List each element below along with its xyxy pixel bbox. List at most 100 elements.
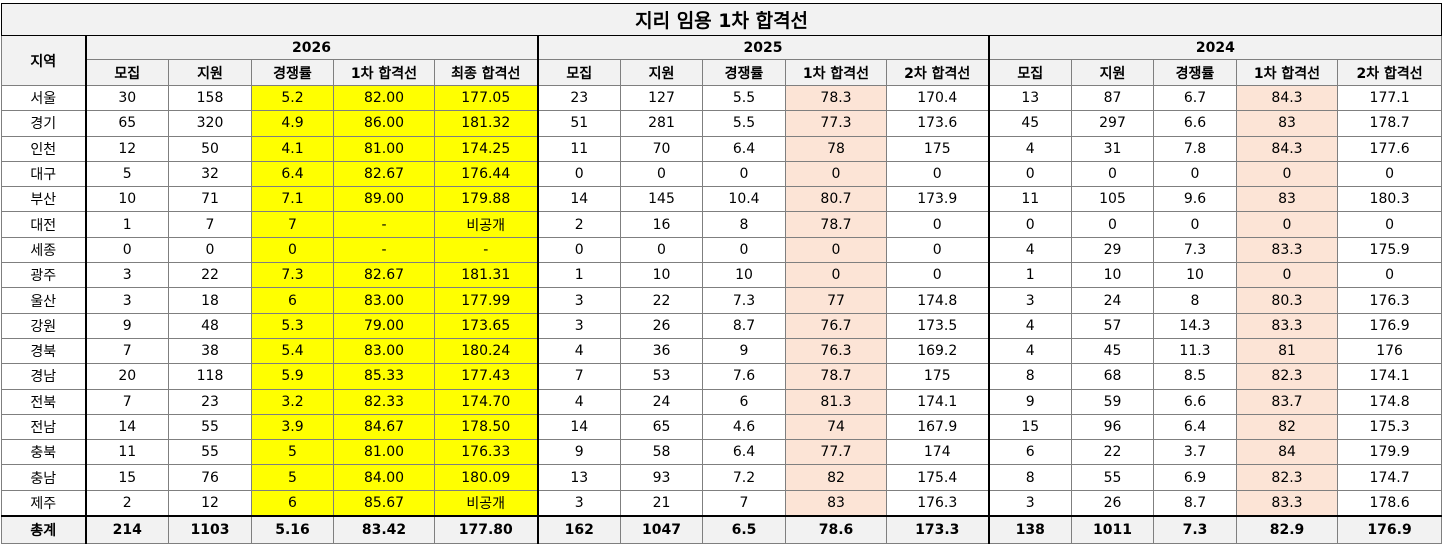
value-cell: 297 <box>1071 110 1154 137</box>
value-cell: 76.7 <box>785 312 887 339</box>
value-cell: 31 <box>1071 135 1154 162</box>
value-cell: 6 <box>251 287 334 314</box>
value-cell: 177.80 <box>434 515 538 545</box>
value-cell: 83.7 <box>1236 388 1338 415</box>
value-cell: 10 <box>1071 262 1154 289</box>
value-cell: 6.9 <box>1153 464 1237 491</box>
data-row: 충북 11 55 5 81.00 176.33 9 58 6.4 77.7 174 6 22 3.7 84 1… <box>1 439 1443 466</box>
value-cell: 3 <box>536 312 621 339</box>
value-cell: 22 <box>620 287 703 314</box>
value-cell: 비공개 <box>434 211 538 238</box>
value-cell: 8 <box>987 363 1072 390</box>
value-cell: 77 <box>785 287 887 314</box>
region-cell: 광주 <box>1 262 86 289</box>
value-cell: 3 <box>84 262 169 289</box>
value-cell: 177.1 <box>1336 84 1443 112</box>
value-cell: 55 <box>168 413 252 441</box>
value-cell: 173.65 <box>434 312 538 339</box>
value-cell: 6 <box>702 388 786 415</box>
value-cell: 3.7 <box>1153 439 1237 466</box>
value-cell: 3 <box>987 489 1072 517</box>
value-cell: 1 <box>987 262 1072 289</box>
region-cell: 제주 <box>1 489 86 517</box>
value-cell: 71 <box>168 186 252 213</box>
value-cell: 177.6 <box>1336 135 1443 162</box>
value-cell: 174.8 <box>1336 388 1443 415</box>
value-cell: 127 <box>620 84 703 112</box>
value-cell: 180.09 <box>434 464 538 491</box>
value-cell: 173.6 <box>886 110 989 137</box>
value-cell: 7.3 <box>1153 236 1237 264</box>
value-cell: 169.2 <box>886 337 989 365</box>
value-cell: 18 <box>168 287 252 314</box>
value-cell: 83 <box>785 489 887 517</box>
value-cell: 0 <box>886 211 989 238</box>
value-cell: 3.9 <box>251 413 334 441</box>
value-cell: 45 <box>987 110 1072 137</box>
value-cell: 9.6 <box>1153 186 1237 213</box>
value-cell: 78.3 <box>785 84 887 112</box>
value-cell: 5 <box>251 464 334 491</box>
column-header: 2차 합격선 <box>886 59 989 86</box>
value-cell: 80.3 <box>1236 287 1338 314</box>
header-row: 모집 지원 경쟁률 1차 합격선 최종 합격선 모집 지원 경쟁률 1차 합격선 2차 합격선 모집… <box>2 59 1443 86</box>
value-cell: 20 <box>84 363 169 390</box>
value-cell: 83.00 <box>333 337 435 365</box>
value-cell: 178.7 <box>1336 110 1443 137</box>
column-header: 지원 <box>620 59 703 86</box>
value-cell: 15 <box>84 464 169 491</box>
column-header: 지원 <box>1071 59 1154 86</box>
value-cell: 7.1 <box>251 186 334 213</box>
value-cell: 11 <box>84 439 169 466</box>
value-cell: 177.99 <box>434 287 538 314</box>
region-cell: 충남 <box>1 464 86 491</box>
region-cell: 충북 <box>1 439 86 466</box>
data-row: 대전 1 7 7- 비공개 2 16 8 78.7 0 0 0 0 0 0 <box>1 211 1443 238</box>
value-cell: 81 <box>1236 337 1338 365</box>
value-cell: 175.9 <box>1336 236 1443 264</box>
value-cell: 1 <box>84 211 169 238</box>
value-cell: 0 <box>702 160 786 188</box>
value-cell: 85.67 <box>333 489 435 517</box>
value-cell: 57 <box>1071 312 1154 339</box>
value-cell: 77.3 <box>785 110 887 137</box>
value-cell: 7 <box>168 211 252 238</box>
value-cell: 비공개 <box>434 489 538 517</box>
value-cell: 0 <box>987 160 1072 188</box>
column-header: 모집 <box>84 59 169 86</box>
value-cell: 0 <box>1336 262 1443 289</box>
value-cell: 7.2 <box>702 464 786 491</box>
value-cell: 24 <box>620 388 703 415</box>
value-cell: 93 <box>620 464 703 491</box>
value-cell: 7.3 <box>702 287 786 314</box>
value-cell: 9 <box>536 439 621 466</box>
value-cell: 6.5 <box>702 515 786 545</box>
data-row: 서울 30 158 5.2 82.00 177.05 23 127 5.5 78.3 170.4 13… <box>1 84 1443 112</box>
region-cell: 경기 <box>1 110 86 137</box>
value-cell: 9 <box>702 337 786 365</box>
value-cell: 0 <box>620 236 703 264</box>
value-cell: 0 <box>702 236 786 264</box>
column-header: 1차 합격선 <box>333 59 435 86</box>
value-cell: 58 <box>620 439 703 466</box>
value-cell: 83.42 <box>333 515 435 545</box>
value-cell: 21 <box>620 489 703 517</box>
value-cell: 15 <box>987 413 1072 441</box>
value-cell: 178.6 <box>1336 489 1443 517</box>
value-cell: 6 <box>987 439 1072 466</box>
value-cell: 10 <box>702 262 786 289</box>
value-cell: 5.16 <box>251 515 334 545</box>
column-header: 경쟁률 <box>1153 59 1237 86</box>
table-body: 서울 30 158 5.2 82.00 177.05 23 127 5.5 78.3 170.4 13… <box>1 84 1443 545</box>
value-cell: 14 <box>536 413 621 441</box>
value-cell: - <box>434 236 538 264</box>
value-cell: 4 <box>987 135 1072 162</box>
value-cell: 29 <box>1071 236 1154 264</box>
region-cell: 강원 <box>1 312 86 339</box>
value-cell: 0 <box>1336 211 1443 238</box>
data-row: 광주 3 22 7.3 82.67 181.31 1 10 10 0 0 1 10 10 0 0 <box>1 262 1443 289</box>
value-cell: 53 <box>620 363 703 390</box>
value-cell: 83 <box>1236 186 1338 213</box>
value-cell: 176.9 <box>1336 515 1443 545</box>
value-cell: 78.7 <box>785 211 887 238</box>
